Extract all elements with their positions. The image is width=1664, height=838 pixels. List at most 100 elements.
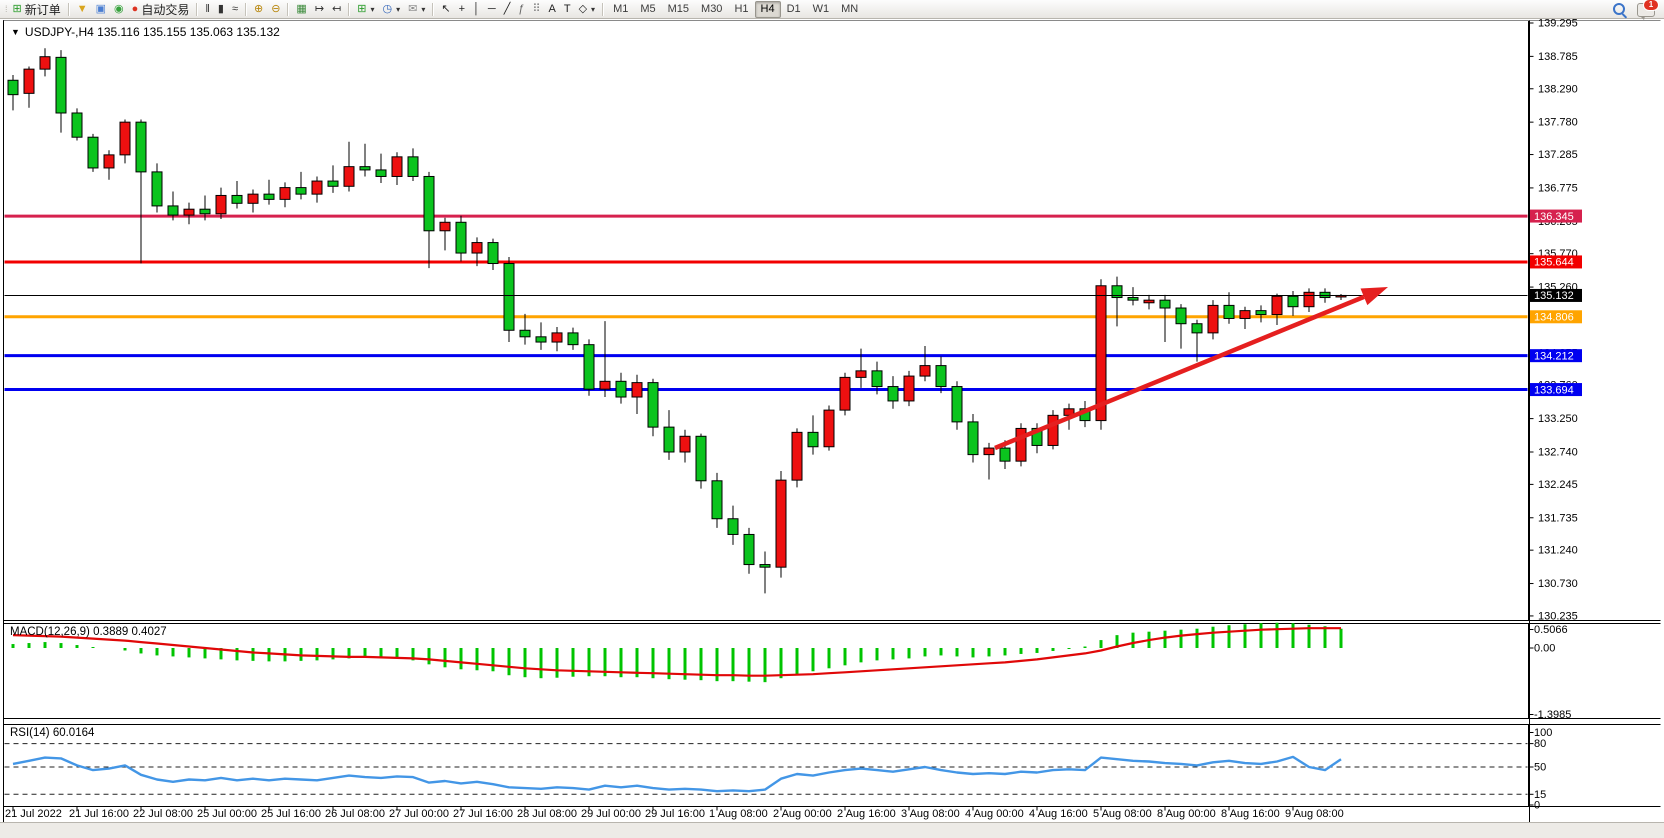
candle-body-down [759, 564, 771, 568]
candle-body-up [839, 376, 851, 411]
macd-tick-label: 0.5066 [1534, 624, 1568, 636]
cursor-tool-button[interactable]: ↖ [437, 0, 454, 18]
candle [839, 372, 851, 416]
candle [807, 415, 819, 455]
auto-trading-button[interactable]: ● 自动交易 [128, 0, 194, 18]
candle-body-down [583, 344, 595, 390]
timeframe-m5-button[interactable]: M5 [640, 3, 656, 15]
time-tick-label: 21 Jul 16:00 [69, 808, 129, 820]
add-indicator-button[interactable]: ⊞ ▾ [353, 0, 378, 18]
main-chart-plot[interactable] [3, 20, 1529, 621]
candle-body-down [487, 242, 499, 265]
text-button[interactable]: A [545, 0, 560, 18]
candle-body-up [1095, 285, 1107, 422]
fibonacci-icon: ƒ [518, 2, 525, 15]
notifications-icon[interactable]: 1 [1637, 0, 1659, 20]
candle-body-up [247, 193, 259, 204]
candle-body-up [1239, 310, 1251, 319]
new-order-icon: ⊞ [12, 2, 22, 15]
candle [71, 108, 83, 141]
trend-arrow-line[interactable] [994, 294, 1365, 451]
resistance-line-2-label-box [1530, 255, 1582, 269]
candle-body-down [503, 263, 515, 331]
candle-body-down [151, 171, 163, 207]
zoom-in-button[interactable]: ⊕ [250, 0, 267, 18]
candle [871, 361, 883, 395]
candle-body-down [231, 194, 243, 204]
grid-button[interactable]: ⠿ [528, 0, 544, 18]
candle [183, 202, 195, 225]
rsi-tick-label: 15 [1534, 789, 1546, 801]
candle [375, 153, 387, 184]
chart-shift-button[interactable]: ↤ [328, 0, 345, 18]
vertical-line-button[interactable]: │ [469, 0, 484, 18]
candle-body-down [999, 447, 1011, 462]
candle-body-up [183, 208, 195, 216]
candle-body-up [39, 56, 51, 70]
candle-body-up [775, 479, 787, 568]
line-chart-button[interactable]: ≈ [228, 0, 242, 18]
candle-body-up [1015, 427, 1027, 462]
data-feed-button[interactable]: ◉ [110, 0, 128, 18]
time-tick-label: 5 Aug 08:00 [1093, 808, 1152, 820]
data-feed-icon: ◉ [114, 2, 124, 15]
resistance-line-1-label: 136.345 [1534, 211, 1574, 223]
candle-body-up [215, 194, 227, 215]
candle [55, 50, 67, 133]
time-tick-label: 2 Aug 16:00 [837, 808, 896, 820]
filter-tool-button[interactable]: ▼ [73, 0, 92, 18]
timeframe-mn-button[interactable]: MN [841, 3, 859, 15]
candle [1175, 304, 1187, 349]
candle-body-down [535, 336, 547, 343]
crosshair-tool-button[interactable]: + [455, 0, 469, 18]
auto-scroll-button[interactable]: ↦ [311, 0, 328, 18]
candle-body-down [743, 533, 755, 566]
bar-chart-button[interactable]: ‖ [201, 0, 214, 18]
timeframe-w1-button[interactable]: W1 [812, 3, 830, 15]
candle [391, 152, 403, 185]
timeframe-d1-button[interactable]: D1 [786, 3, 801, 15]
zoom-out-button[interactable]: ⊖ [267, 0, 284, 18]
candlestick-chart-button[interactable]: ▮ [214, 0, 228, 18]
candle [519, 313, 531, 345]
candle-body-up [119, 121, 131, 156]
trend-arrow-head[interactable] [1360, 287, 1388, 306]
search-icon[interactable] [1612, 2, 1628, 19]
shapes-button[interactable]: ◇ ▾ [575, 0, 599, 18]
candle [695, 433, 707, 489]
price-tick-label: 130.235 [1538, 610, 1578, 622]
chart-window-button[interactable]: ▣ [92, 0, 110, 18]
time-tick-label: 26 Jul 08:00 [325, 808, 385, 820]
candle [679, 429, 691, 463]
timeframe-h4-button[interactable]: H4 [754, 0, 781, 18]
period-button[interactable]: ◷ ▾ [379, 0, 405, 18]
timeframe-h1-button[interactable]: H1 [734, 3, 749, 15]
time-tick-label: 25 Jul 00:00 [197, 808, 257, 820]
horizontal-line-button[interactable]: ─ [484, 0, 500, 18]
candlestick-series [7, 48, 1347, 594]
candle-body-down [615, 380, 627, 398]
template-button[interactable]: ✉ ▾ [404, 0, 429, 18]
candle [279, 182, 291, 208]
trendline-button[interactable]: ╱ [500, 0, 515, 18]
rsi-panel[interactable] [3, 724, 1529, 807]
timeframe-m1-button[interactable]: M1 [613, 3, 629, 15]
resistance-line-1-label-box [1530, 209, 1582, 223]
timeframe-m30-button[interactable]: M30 [701, 3, 723, 15]
tile-windows-button[interactable]: ▦ [292, 0, 310, 18]
candle [1207, 300, 1219, 340]
time-tick-label: 29 Jul 16:00 [645, 808, 705, 820]
new-order-button[interactable]: ⊞ 新订单 [9, 0, 65, 18]
time-tick-label: 29 Jul 00:00 [581, 808, 641, 820]
candle-body-up [103, 154, 115, 169]
timeframe-m15-button[interactable]: M15 [667, 3, 690, 15]
text-label-button[interactable]: T [560, 0, 575, 18]
notification-badge: 1 [1643, 0, 1659, 11]
time-tick-label: 2 Aug 00:00 [773, 808, 832, 820]
current-price-line-label: 135.132 [1534, 290, 1574, 302]
candle-body-down [1159, 299, 1171, 309]
status-bar [0, 822, 1664, 838]
candle-body-down [455, 221, 467, 254]
fibonacci-button[interactable]: ƒ [514, 0, 528, 18]
